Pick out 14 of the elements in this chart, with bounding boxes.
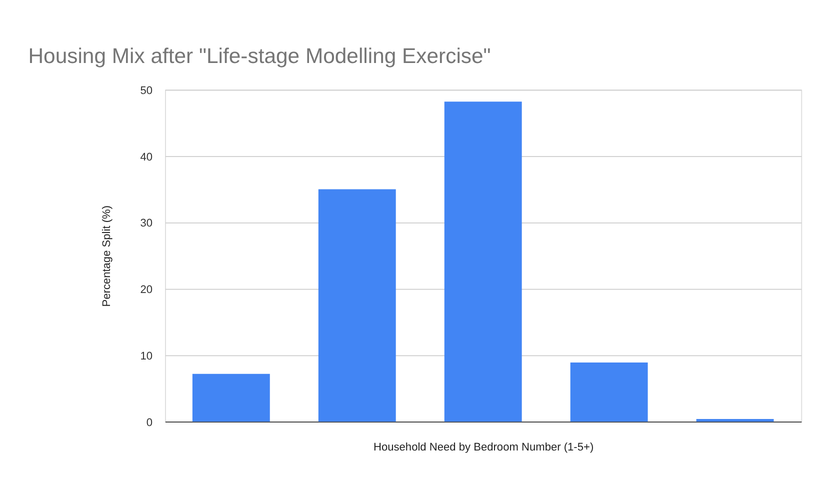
bar <box>444 102 522 422</box>
bar <box>318 189 396 422</box>
bar <box>570 362 648 422</box>
y-tick-label: 30 <box>140 218 153 230</box>
chart-title: Housing Mix after "Life-stage Modelling Exercise" <box>28 44 491 68</box>
bar <box>192 374 270 422</box>
y-tick-label: 40 <box>140 151 153 164</box>
y-tick-label: 10 <box>140 350 153 362</box>
x-axis-title: Household Need by Bedroom Number (1-5+) <box>373 442 594 454</box>
y-axis-title: Percentage Split (%) <box>100 205 113 307</box>
y-tick-label: 20 <box>140 284 153 296</box>
y-tick-label: 0 <box>146 416 153 429</box>
y-tick-label: 50 <box>140 84 153 97</box>
bar <box>696 418 774 422</box>
